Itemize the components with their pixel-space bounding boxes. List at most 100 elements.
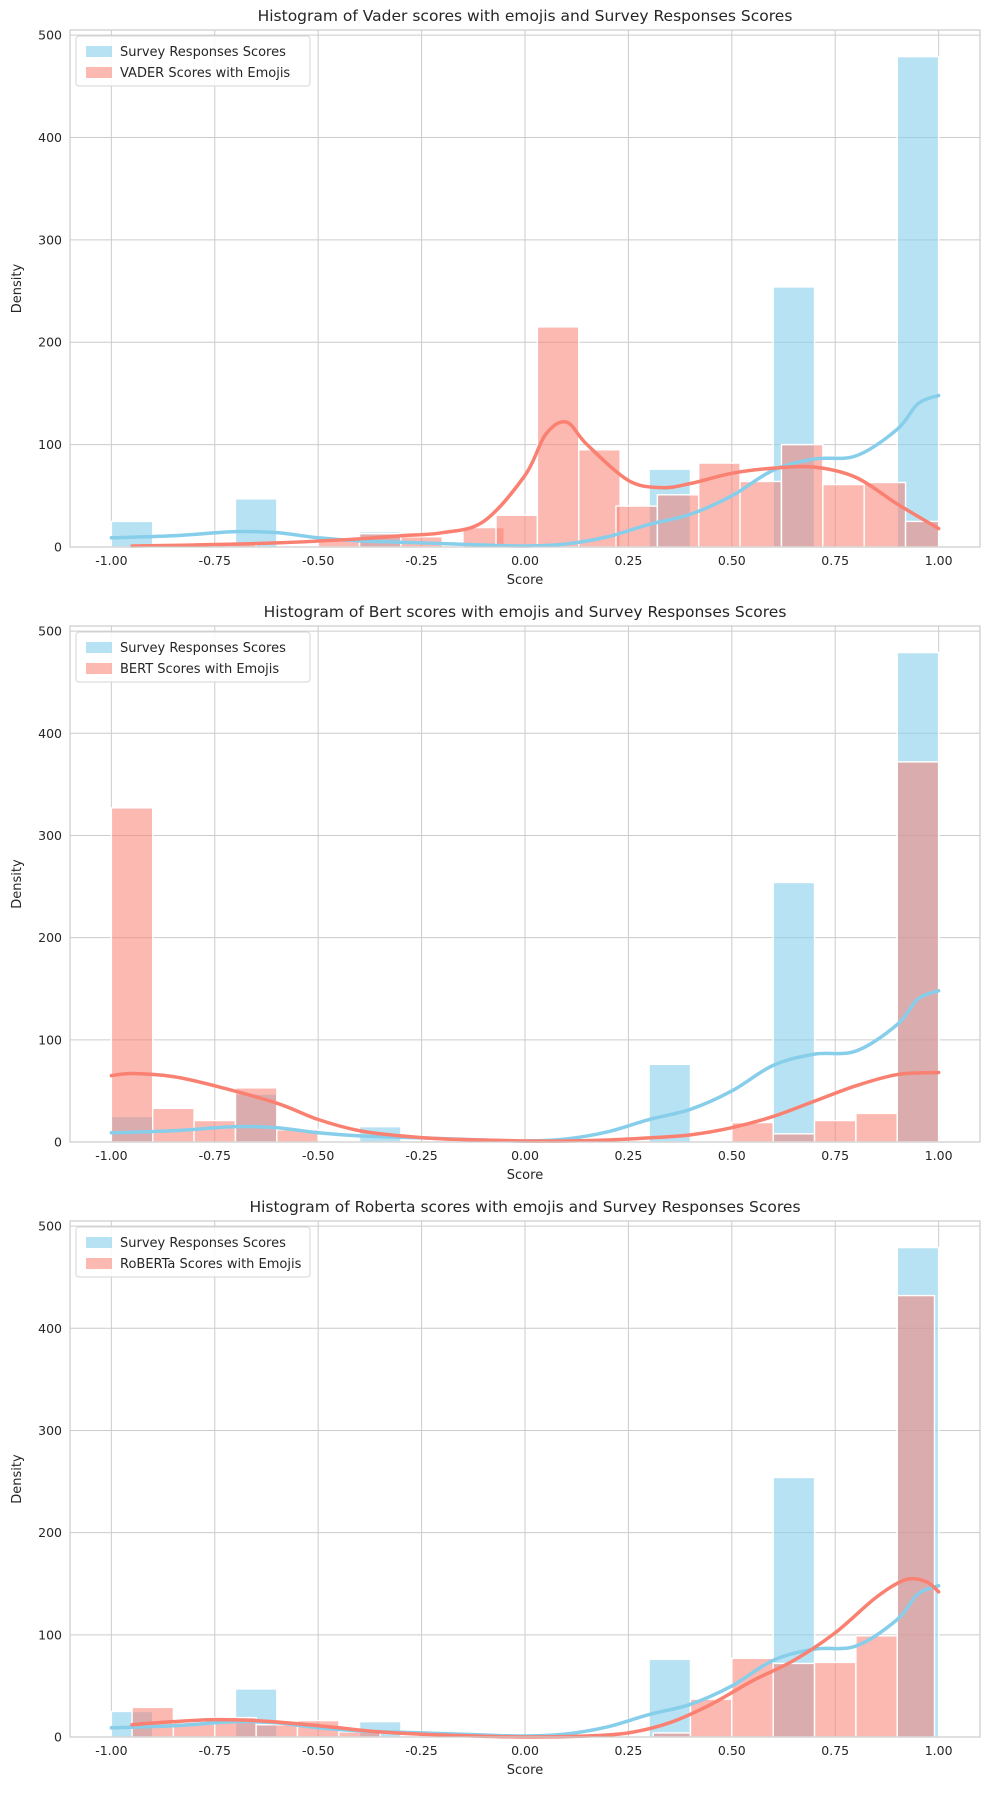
legend-swatch-survey	[86, 46, 112, 57]
legend-label-model: VADER Scores with Emojis	[120, 66, 290, 81]
legend-label-survey: Survey Responses Scores	[120, 641, 286, 656]
kde-line-model	[130, 420, 941, 548]
x-tick-label: 1.00	[925, 1148, 953, 1163]
chart-title: Histogram of Bert scores with emojis and…	[264, 603, 787, 621]
histogram-bar-model	[896, 761, 940, 1143]
x-tick-label: -0.75	[199, 1148, 231, 1163]
histogram-bar-model	[152, 1107, 195, 1143]
histogram-bar-model	[772, 1662, 816, 1738]
legend: Survey Responses Scores VADER Scores with…	[75, 35, 311, 87]
x-tick-label: -0.75	[199, 1743, 231, 1758]
histogram-bar-model	[255, 1724, 299, 1738]
histogram-bar-survey	[234, 498, 278, 548]
x-tick-label: -0.25	[405, 1743, 437, 1758]
x-tick-label: 0.25	[614, 1148, 642, 1163]
x-axis-label: Score	[507, 573, 543, 588]
x-tick-label: 0.50	[718, 553, 746, 568]
histogram-bar-survey	[896, 55, 940, 548]
legend-swatch-model	[86, 67, 112, 78]
x-axis-label: Score	[507, 1168, 543, 1183]
y-tick-label: 200	[38, 1525, 62, 1540]
y-tick-label: 400	[38, 726, 62, 741]
histogram-bar-model	[896, 1294, 936, 1738]
histogram-bar-model	[578, 449, 621, 548]
histogram-bar-survey	[772, 881, 816, 1143]
histogram-bar-survey	[648, 1063, 692, 1143]
chart-title: Histogram of Vader scores with emojis an…	[258, 7, 793, 25]
legend-swatch-survey	[86, 1237, 112, 1248]
y-tick-label: 500	[38, 624, 62, 639]
y-tick-label: 400	[38, 1321, 62, 1336]
x-tick-label: -1.00	[95, 1743, 127, 1758]
legend-swatch-survey	[86, 642, 112, 653]
plot-frame	[69, 1220, 981, 1738]
y-tick-label: 0	[54, 1730, 62, 1745]
legend-label-survey: Survey Responses Scores	[120, 1236, 286, 1251]
histogram-bar-model	[855, 1112, 898, 1143]
x-tick-label: 0.75	[821, 1148, 849, 1163]
y-tick-label: 500	[38, 28, 62, 43]
kde-line-model	[109, 1070, 941, 1143]
y-tick-label: 100	[38, 1032, 62, 1047]
histogram-bar-model	[772, 1133, 816, 1143]
histogram-bar-model	[855, 1635, 898, 1738]
x-axis-label: Score	[507, 1763, 543, 1778]
histogram-bar-model	[813, 1661, 857, 1738]
chart-panel-1: -1.00 -0.75 -0.50 -0.25 0.00 0.25 0.50 0.75 1.00…	[10, 7, 981, 588]
plot-frame	[69, 625, 981, 1143]
legend-box	[75, 631, 311, 683]
legend-label-model: RoBERTa Scores with Emojis	[120, 1257, 302, 1272]
y-axis-label: Density	[10, 263, 25, 313]
y-tick-label: 500	[38, 1219, 62, 1234]
y-tick-label: 0	[54, 1135, 62, 1150]
x-tick-label: 1.00	[925, 1743, 953, 1758]
y-tick-label: 300	[38, 232, 62, 247]
y-axis-label: Density	[10, 1454, 25, 1504]
y-tick-label: 300	[38, 828, 62, 843]
histogram-bar-model	[652, 1732, 692, 1738]
kde-line-survey	[109, 393, 941, 548]
x-tick-label: 0.25	[614, 1743, 642, 1758]
x-tick-label: 0.75	[821, 553, 849, 568]
kde-line-survey	[109, 989, 941, 1143]
legend: Survey Responses Scores RoBERTa Scores wi…	[75, 1226, 311, 1278]
kde-line-model	[130, 1576, 941, 1739]
y-tick-label: 200	[38, 930, 62, 945]
histogram-bar-model	[813, 1119, 857, 1143]
x-tick-label: -0.75	[199, 553, 231, 568]
chart-title: Histogram of Roberta scores with emojis …	[249, 1198, 800, 1216]
x-tick-label: 0.75	[821, 1743, 849, 1758]
x-tick-label: -0.50	[302, 1743, 334, 1758]
x-tick-label: 0.25	[614, 553, 642, 568]
y-tick-label: 100	[38, 437, 62, 452]
x-tick-label: -0.50	[302, 1148, 334, 1163]
y-tick-label: 300	[38, 1423, 62, 1438]
x-tick-label: 1.00	[925, 553, 953, 568]
histogram-bar-model	[495, 514, 539, 548]
histogram-bar-model	[822, 483, 865, 548]
histogram-bar-model	[110, 807, 154, 1143]
legend-label-survey: Survey Responses Scores	[120, 45, 286, 60]
x-tick-label: 0.50	[718, 1148, 746, 1163]
histogram-bar-model	[863, 481, 907, 548]
y-axis-label: Density	[10, 859, 25, 909]
y-tick-label: 400	[38, 130, 62, 145]
x-tick-label: -0.25	[405, 1148, 437, 1163]
x-tick-label: 0.00	[511, 1743, 539, 1758]
x-tick-label: 0.00	[511, 553, 539, 568]
y-tick-label: 200	[38, 335, 62, 350]
histogram-bar-model	[739, 480, 783, 548]
y-tick-label: 0	[54, 540, 62, 555]
chart-panel-3: -1.00 -0.75 -0.50 -0.25 0.00 0.25 0.50 0.75 1.00…	[10, 1198, 981, 1778]
x-tick-label: -0.50	[302, 553, 334, 568]
legend-swatch-model	[86, 663, 112, 674]
plot-frame	[69, 29, 981, 548]
legend-label-model: BERT Scores with Emojis	[120, 662, 279, 677]
x-tick-label: -1.00	[95, 553, 127, 568]
y-tick-label: 100	[38, 1627, 62, 1642]
legend: Survey Responses Scores BERT Scores with …	[75, 631, 311, 683]
histogram-bar-survey	[110, 520, 154, 548]
x-tick-label: 0.50	[718, 1743, 746, 1758]
